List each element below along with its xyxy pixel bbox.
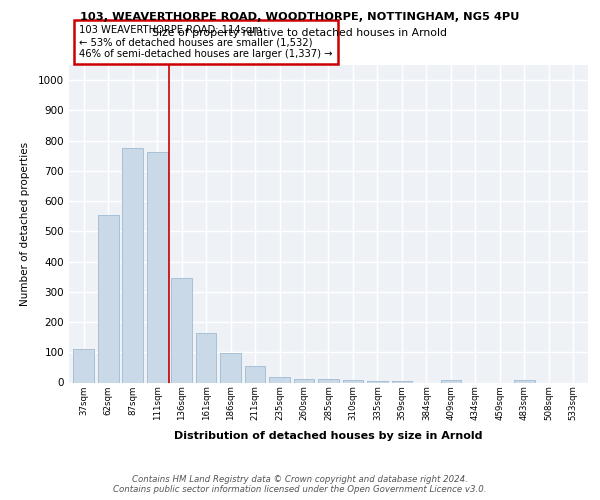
Bar: [220, 353, 241, 382]
Bar: [122, 148, 143, 382]
Bar: [147, 152, 167, 382]
Bar: [514, 380, 535, 382]
Bar: [98, 214, 119, 382]
Bar: [343, 380, 364, 382]
Text: 103 WEAVERTHORPE ROAD: 114sqm
← 53% of detached houses are smaller (1,532)
46% o: 103 WEAVERTHORPE ROAD: 114sqm ← 53% of d…: [79, 26, 333, 58]
Text: 103, WEAVERTHORPE ROAD, WOODTHORPE, NOTTINGHAM, NG5 4PU: 103, WEAVERTHORPE ROAD, WOODTHORPE, NOTT…: [80, 12, 520, 22]
Bar: [293, 378, 314, 382]
Bar: [392, 381, 412, 382]
Bar: [269, 377, 290, 382]
Bar: [318, 380, 339, 382]
Text: Contains HM Land Registry data © Crown copyright and database right 2024.
Contai: Contains HM Land Registry data © Crown c…: [113, 474, 487, 494]
X-axis label: Distribution of detached houses by size in Arnold: Distribution of detached houses by size …: [174, 432, 483, 442]
Bar: [73, 349, 94, 382]
Bar: [367, 381, 388, 382]
Bar: [440, 380, 461, 382]
Y-axis label: Number of detached properties: Number of detached properties: [20, 142, 29, 306]
Bar: [245, 366, 265, 382]
Bar: [171, 278, 192, 382]
Bar: [196, 332, 217, 382]
Text: Size of property relative to detached houses in Arnold: Size of property relative to detached ho…: [152, 28, 448, 38]
